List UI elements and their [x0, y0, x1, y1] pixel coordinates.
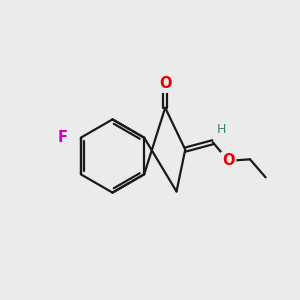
Text: O: O: [222, 153, 235, 168]
Text: H: H: [217, 123, 226, 136]
Text: F: F: [57, 130, 67, 145]
Text: O: O: [159, 76, 171, 91]
